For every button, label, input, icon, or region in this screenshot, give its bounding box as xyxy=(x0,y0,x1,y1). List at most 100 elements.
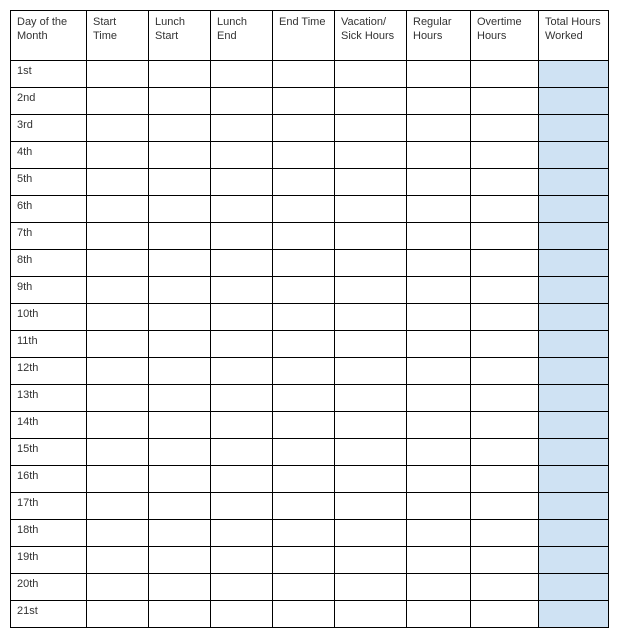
cell-ot xyxy=(471,385,539,412)
cell-total xyxy=(539,88,609,115)
cell-end xyxy=(273,574,335,601)
cell-vac xyxy=(335,331,407,358)
cell-lunchS xyxy=(149,223,211,250)
table-row: 1st xyxy=(11,61,609,88)
cell-lunchE xyxy=(211,412,273,439)
cell-day: 18th xyxy=(11,520,87,547)
cell-lunchS xyxy=(149,493,211,520)
cell-end xyxy=(273,547,335,574)
cell-reg xyxy=(407,547,471,574)
cell-vac xyxy=(335,223,407,250)
cell-vac xyxy=(335,466,407,493)
cell-start xyxy=(87,358,149,385)
cell-lunchE xyxy=(211,196,273,223)
cell-end xyxy=(273,115,335,142)
cell-total xyxy=(539,493,609,520)
cell-lunchS xyxy=(149,439,211,466)
cell-lunchS xyxy=(149,142,211,169)
cell-vac xyxy=(335,412,407,439)
cell-end xyxy=(273,601,335,628)
cell-lunchE xyxy=(211,331,273,358)
cell-day: 9th xyxy=(11,277,87,304)
cell-reg xyxy=(407,115,471,142)
cell-day: 5th xyxy=(11,169,87,196)
cell-reg xyxy=(407,331,471,358)
cell-day: 15th xyxy=(11,439,87,466)
cell-ot xyxy=(471,142,539,169)
cell-reg xyxy=(407,520,471,547)
cell-lunchE xyxy=(211,601,273,628)
cell-start xyxy=(87,61,149,88)
cell-start xyxy=(87,115,149,142)
cell-reg xyxy=(407,142,471,169)
table-row: 11th xyxy=(11,331,609,358)
cell-day: 4th xyxy=(11,142,87,169)
cell-vac xyxy=(335,88,407,115)
timesheet-table: Day of the MonthStart TimeLunch StartLun… xyxy=(10,10,609,628)
cell-total xyxy=(539,439,609,466)
table-row: 6th xyxy=(11,196,609,223)
cell-lunchE xyxy=(211,169,273,196)
cell-start xyxy=(87,520,149,547)
cell-day: 3rd xyxy=(11,115,87,142)
cell-vac xyxy=(335,196,407,223)
cell-end xyxy=(273,88,335,115)
cell-vac xyxy=(335,358,407,385)
cell-vac xyxy=(335,574,407,601)
cell-ot xyxy=(471,439,539,466)
cell-total xyxy=(539,115,609,142)
cell-start xyxy=(87,385,149,412)
cell-lunchS xyxy=(149,331,211,358)
cell-lunchS xyxy=(149,115,211,142)
table-row: 9th xyxy=(11,277,609,304)
cell-day: 14th xyxy=(11,412,87,439)
cell-day: 6th xyxy=(11,196,87,223)
cell-end xyxy=(273,304,335,331)
cell-lunchE xyxy=(211,304,273,331)
cell-lunchE xyxy=(211,115,273,142)
cell-ot xyxy=(471,358,539,385)
cell-end xyxy=(273,250,335,277)
cell-ot xyxy=(471,493,539,520)
cell-day: 20th xyxy=(11,574,87,601)
cell-reg xyxy=(407,385,471,412)
cell-vac xyxy=(335,61,407,88)
cell-start xyxy=(87,601,149,628)
timesheet-header: Day of the MonthStart TimeLunch StartLun… xyxy=(11,11,609,61)
cell-total xyxy=(539,304,609,331)
cell-end xyxy=(273,412,335,439)
cell-day: 1st xyxy=(11,61,87,88)
cell-lunchS xyxy=(149,358,211,385)
cell-start xyxy=(87,574,149,601)
cell-end xyxy=(273,277,335,304)
cell-end xyxy=(273,385,335,412)
cell-ot xyxy=(471,88,539,115)
cell-ot xyxy=(471,304,539,331)
cell-reg xyxy=(407,88,471,115)
cell-day: 12th xyxy=(11,358,87,385)
cell-lunchE xyxy=(211,277,273,304)
cell-lunchE xyxy=(211,142,273,169)
cell-vac xyxy=(335,277,407,304)
col-header-end: End Time xyxy=(273,11,335,61)
cell-total xyxy=(539,277,609,304)
cell-start xyxy=(87,304,149,331)
table-row: 10th xyxy=(11,304,609,331)
col-header-day: Day of the Month xyxy=(11,11,87,61)
cell-day: 10th xyxy=(11,304,87,331)
cell-total xyxy=(539,412,609,439)
cell-end xyxy=(273,439,335,466)
table-row: 18th xyxy=(11,520,609,547)
table-row: 20th xyxy=(11,574,609,601)
col-header-lunchS: Lunch Start xyxy=(149,11,211,61)
cell-end xyxy=(273,196,335,223)
cell-total xyxy=(539,547,609,574)
cell-total xyxy=(539,331,609,358)
cell-end xyxy=(273,331,335,358)
cell-end xyxy=(273,358,335,385)
cell-end xyxy=(273,520,335,547)
cell-lunchE xyxy=(211,574,273,601)
cell-lunchE xyxy=(211,61,273,88)
cell-lunchS xyxy=(149,385,211,412)
cell-total xyxy=(539,520,609,547)
